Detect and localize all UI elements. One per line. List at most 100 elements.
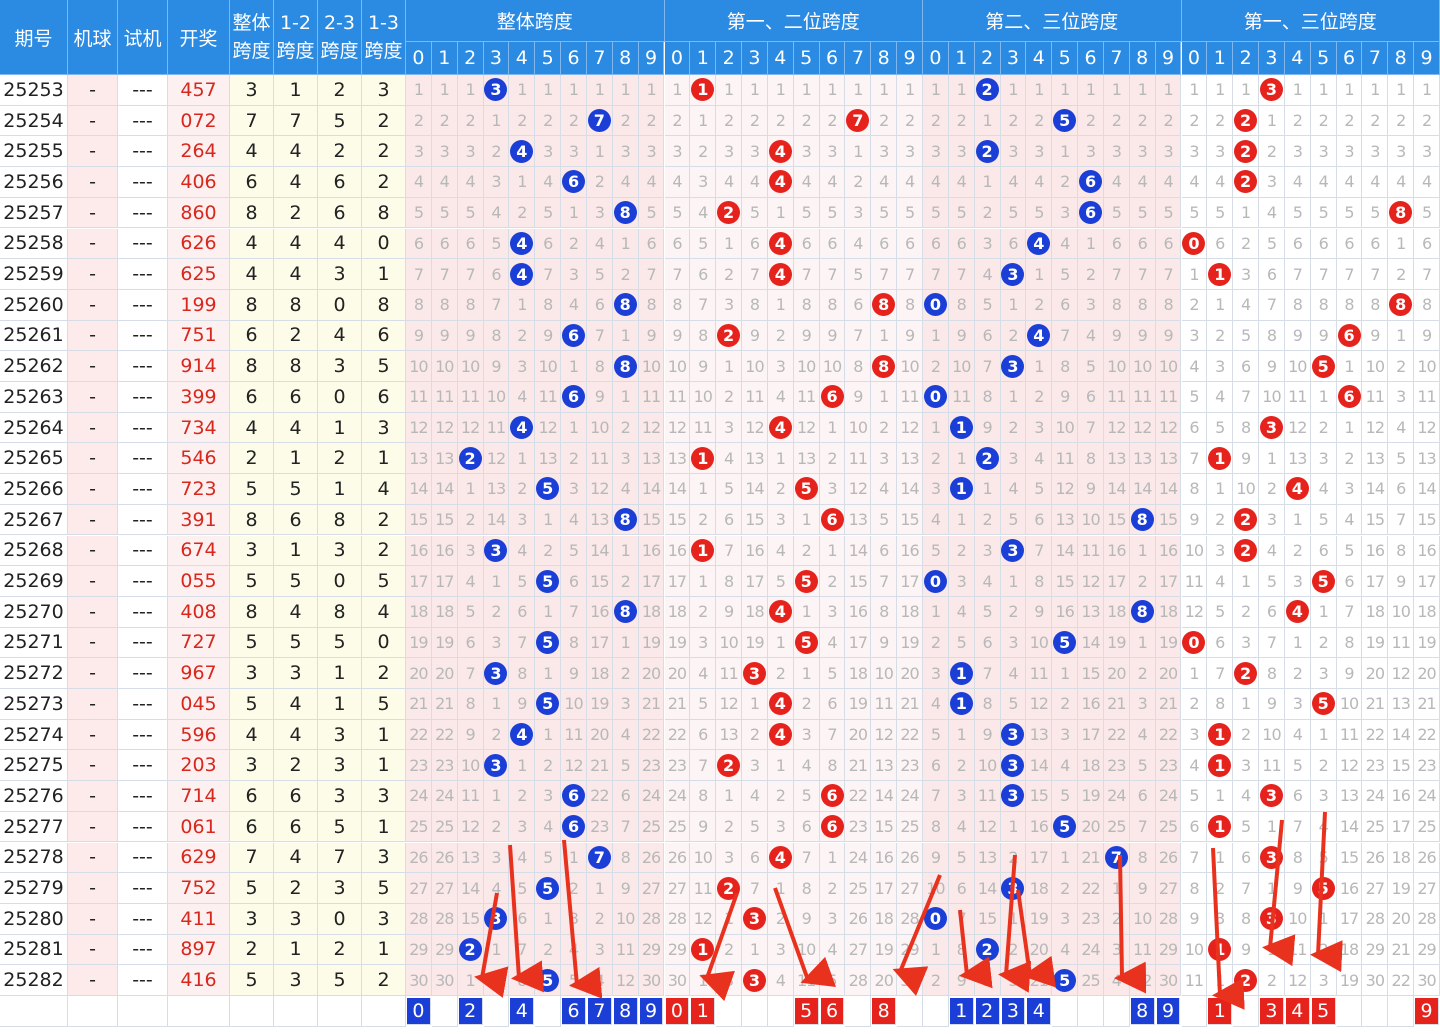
span-value: 8 (274, 289, 318, 321)
hit-ball: 4 (510, 262, 534, 286)
span-value: 2 (230, 443, 274, 475)
omission: 12 (1336, 750, 1363, 782)
span-value: 8 (318, 596, 362, 628)
span-value: 4 (230, 136, 274, 168)
omission: 6 (690, 259, 717, 290)
hit-cell: 1 (948, 412, 975, 444)
omission: 8 (1155, 289, 1182, 321)
omission: 7 (1336, 596, 1363, 628)
omission: 11 (406, 382, 432, 413)
omission: 6 (406, 228, 432, 260)
omission: 1 (1000, 75, 1027, 106)
group-header: 第一、二位跨度 (664, 0, 923, 42)
omission: 15 (638, 504, 665, 536)
span-value: 5 (318, 965, 362, 996)
omission: 5 (819, 197, 846, 229)
omission: 10 (1388, 596, 1415, 628)
omission: 4 (1000, 167, 1027, 198)
omission: 2 (690, 596, 717, 628)
omission: 5 (1207, 412, 1234, 444)
omission: 4 (664, 167, 691, 198)
omission: 3 (690, 627, 717, 659)
omission: 6 (974, 320, 1001, 352)
omission: 2 (1310, 412, 1337, 444)
hit-cell: 1 (1207, 750, 1234, 782)
omission: 14 (457, 873, 484, 904)
omission: 3 (586, 934, 613, 966)
omission: 3 (690, 167, 717, 198)
omission: 20 (845, 719, 872, 751)
omission: 7 (871, 566, 898, 597)
span-header-text: 1-2 (279, 12, 312, 34)
omission: 6 (1362, 228, 1389, 260)
omission: 10 (819, 351, 846, 382)
span-value: 2 (318, 443, 362, 475)
omission: 2 (1284, 105, 1311, 137)
omission: 9 (845, 382, 872, 413)
hit-ball: 2 (1234, 968, 1258, 992)
omission: 3 (1026, 412, 1053, 444)
omission: 14 (431, 474, 458, 505)
omission: 10 (1181, 535, 1208, 567)
hit-ball: 1 (1208, 937, 1232, 961)
omission: 20 (431, 658, 458, 689)
hit-cell: 4 (1026, 228, 1053, 260)
omission: 1 (1259, 443, 1285, 475)
digit-header: 9 (1155, 42, 1182, 75)
digit-header: 6 (561, 42, 587, 75)
omission: 2 (767, 903, 794, 935)
span-value: 4 (362, 596, 406, 628)
omission: 1 (586, 136, 613, 168)
omission: 4 (483, 873, 510, 904)
omission: 1 (1000, 903, 1027, 935)
span-value: 8 (230, 596, 274, 628)
omission: 13 (664, 443, 691, 475)
span-value: 6 (230, 811, 274, 843)
omission: 14 (845, 535, 872, 567)
omission: 8 (871, 596, 898, 628)
hit-cell: 3 (1000, 750, 1027, 782)
omission: 4 (871, 167, 898, 198)
hit-cell: 5 (1310, 873, 1337, 904)
hit-cell: 2 (974, 934, 1001, 966)
omission: 26 (406, 842, 432, 874)
omission: 7 (948, 259, 975, 290)
omission: 25 (1414, 811, 1440, 843)
hit-ball: 5 (794, 569, 818, 593)
omission: 14 (1336, 811, 1363, 843)
omission: 10 (974, 750, 1001, 782)
span-value: 4 (274, 136, 318, 168)
omission: 6 (1129, 228, 1156, 260)
omission: 26 (845, 903, 872, 935)
omission: 12 (1052, 474, 1079, 505)
omission: 13 (974, 842, 1001, 874)
omission: 5 (1336, 197, 1363, 229)
digit-header: 7 (1103, 42, 1130, 75)
omission: 1 (1207, 842, 1234, 874)
omission: 24 (431, 781, 458, 812)
omission: 1 (612, 75, 639, 106)
span-value: 4 (318, 320, 362, 352)
omission: 1 (561, 412, 587, 444)
omission: 2 (974, 504, 1001, 536)
blank-cell (923, 996, 949, 1027)
hit-ball: 1 (1208, 262, 1232, 286)
omission: 1 (1233, 566, 1260, 597)
omission: 6 (586, 289, 613, 321)
omission: 6 (1310, 535, 1337, 567)
omission: 4 (767, 535, 794, 567)
hit-cell: 0 (1181, 627, 1208, 659)
omission: 12 (871, 719, 898, 751)
omission: 2 (1310, 934, 1337, 966)
omission: 7 (561, 596, 587, 628)
omission: 5 (819, 658, 846, 689)
omission: 15 (1362, 504, 1389, 536)
omission: 6 (1284, 228, 1311, 260)
omission: 15 (1336, 842, 1363, 874)
ball: - (68, 228, 118, 260)
blank-cell (897, 996, 923, 1027)
omission: 5 (974, 289, 1001, 321)
omission: 22 (1103, 719, 1130, 751)
hit-cell: 3 (483, 535, 510, 567)
omission: 5 (871, 197, 898, 229)
